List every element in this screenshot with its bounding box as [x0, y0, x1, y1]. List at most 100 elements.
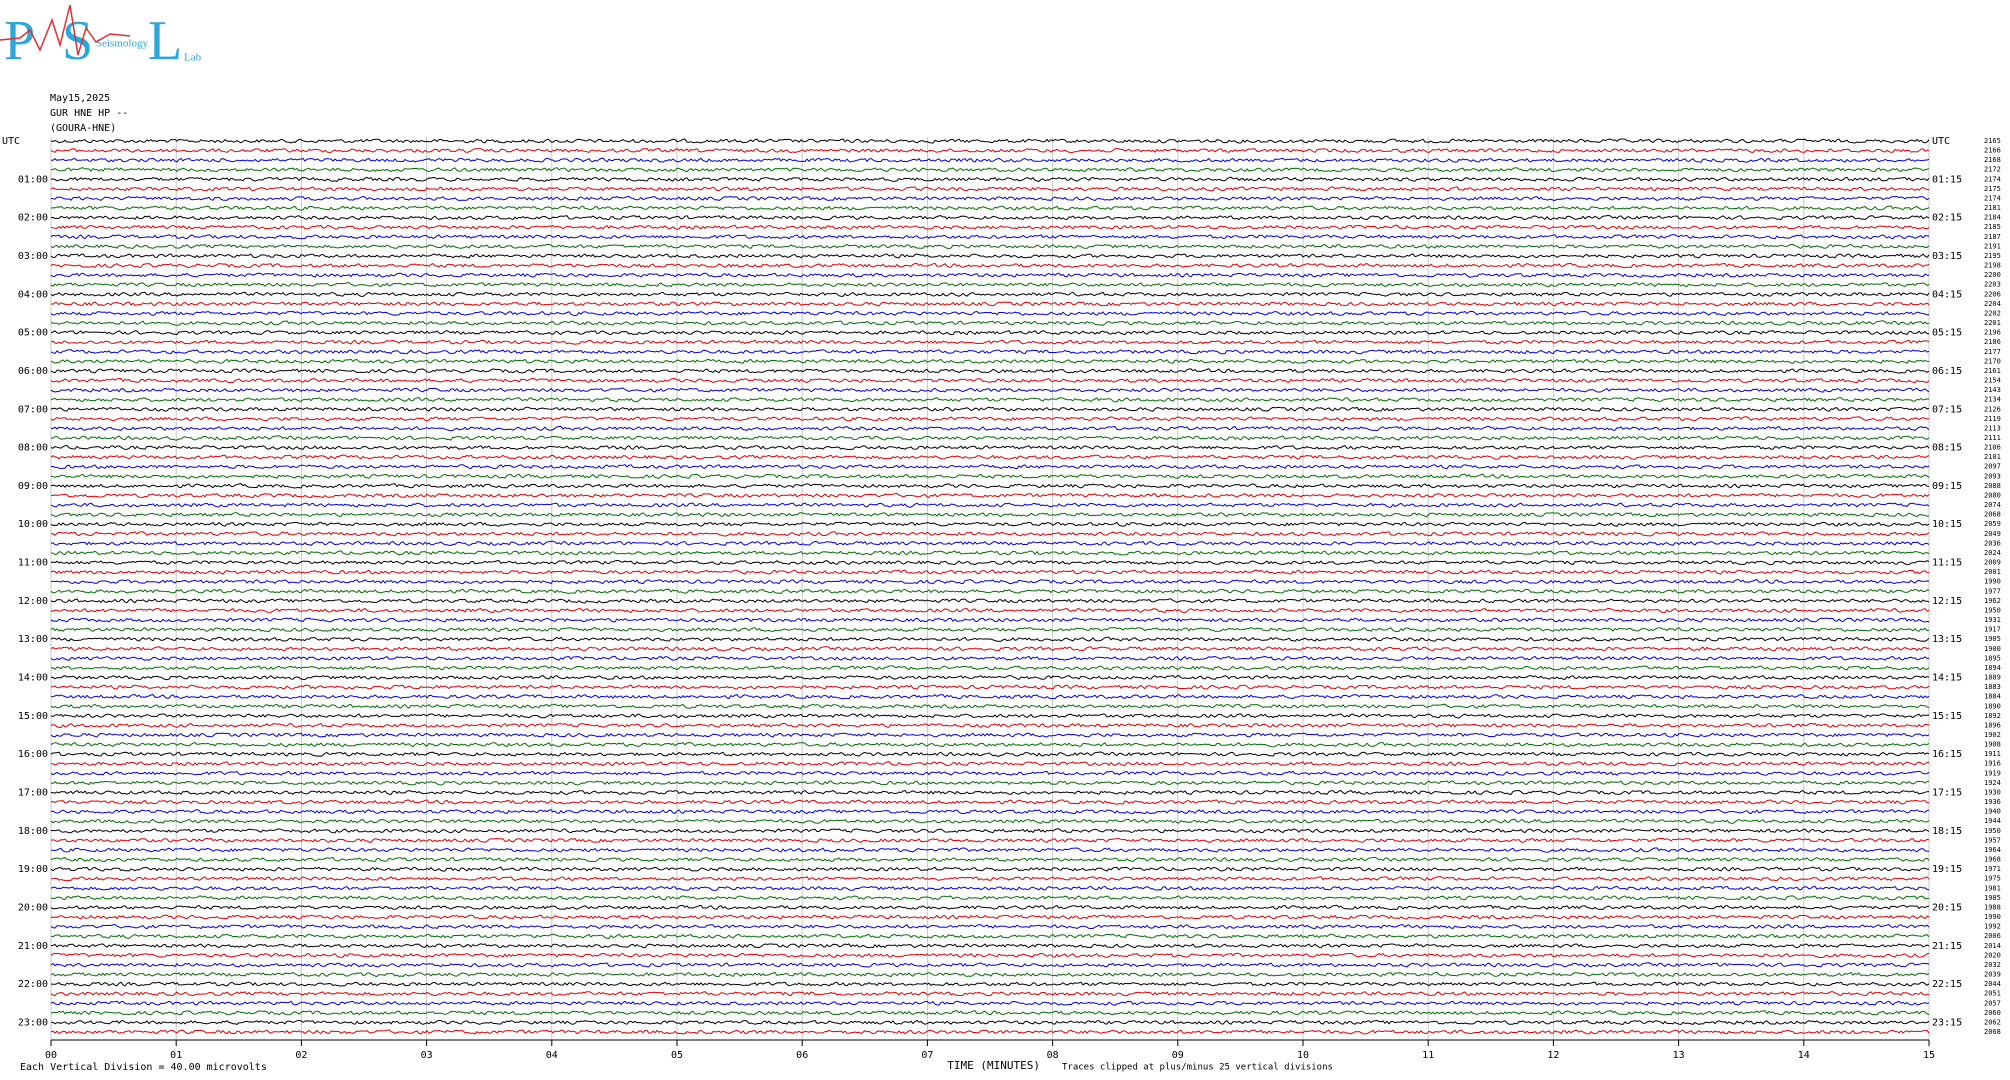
- trace: [50, 483, 1930, 489]
- trace-number: 1884: [1984, 693, 2001, 701]
- trace: [50, 138, 1930, 144]
- trace: [50, 157, 1930, 163]
- hour-label: 10:00: [18, 519, 48, 530]
- hour-label: 15:15: [1932, 711, 1962, 722]
- trace-number: 2101: [1984, 453, 2001, 461]
- trace-number: 2097: [1984, 463, 2001, 471]
- trace-number: 2174: [1984, 175, 2001, 183]
- trace-number: 2039: [1984, 971, 2001, 979]
- trace: [50, 885, 1930, 891]
- trace: [50, 502, 1930, 508]
- hour-label: 06:15: [1932, 366, 1962, 377]
- trace-number: 2185: [1984, 223, 2001, 231]
- header-line: May15,2025: [50, 93, 110, 104]
- trace: [50, 329, 1929, 336]
- clip-note: Traces clipped at plus/minus 25 vertical…: [1062, 1063, 1333, 1073]
- hour-label: 05:15: [1932, 328, 1962, 339]
- x-tick-label: 15: [1923, 1050, 1935, 1061]
- trace-number: 2001: [1984, 568, 2001, 576]
- trace: [50, 828, 1930, 834]
- trace-number: 2181: [1984, 204, 2001, 212]
- trace: [50, 569, 1930, 575]
- hour-label: 22:15: [1932, 979, 1962, 990]
- hour-label: 07:15: [1932, 404, 1962, 415]
- trace: [50, 732, 1930, 738]
- logo-text: Lab: [184, 52, 202, 64]
- x-tick-label: 07: [921, 1050, 933, 1061]
- hour-label: 09:15: [1932, 481, 1962, 492]
- hour-label: 02:15: [1932, 213, 1962, 224]
- x-tick-label: 04: [546, 1050, 558, 1061]
- trace: [50, 991, 1930, 997]
- trace: [50, 291, 1930, 298]
- trace-number: 1892: [1984, 712, 2001, 720]
- trace-number: 2106: [1984, 444, 2001, 452]
- trace: [50, 588, 1930, 594]
- x-tick-label: 08: [1047, 1050, 1059, 1061]
- trace: [50, 627, 1930, 633]
- x-tick-label: 05: [671, 1050, 683, 1061]
- hour-label: 16:00: [18, 749, 48, 760]
- trace-number: 2198: [1984, 262, 2001, 270]
- trace-number: 2165: [1984, 137, 2001, 145]
- hour-label: 08:00: [18, 443, 48, 454]
- trace: [50, 176, 1930, 182]
- trace: [50, 876, 1930, 882]
- trace: [51, 981, 1930, 987]
- hour-label: 23:00: [18, 1017, 48, 1028]
- trace: [50, 205, 1930, 211]
- trace: [50, 368, 1930, 374]
- trace-number: 1940: [1984, 808, 2001, 816]
- trace-number: 1988: [1984, 903, 2001, 911]
- x-tick-label: 11: [1422, 1050, 1434, 1061]
- trace-number: 2020: [1984, 951, 2001, 959]
- hour-label: 11:00: [18, 558, 48, 569]
- trace-number: 1968: [1984, 856, 2001, 864]
- trace-number: 2032: [1984, 961, 2001, 969]
- trace: [50, 147, 1930, 154]
- trace-number: 1981: [1984, 884, 2001, 892]
- trace: [50, 722, 1930, 729]
- trace: [50, 579, 1930, 585]
- header-line: (GOURA-HNE): [50, 123, 116, 134]
- trace: [50, 301, 1930, 307]
- trace: [50, 167, 1930, 173]
- trace: [50, 914, 1930, 920]
- trace: [50, 253, 1930, 259]
- trace-number: 2074: [1984, 501, 2001, 509]
- hour-label: 21:15: [1932, 941, 1962, 952]
- trace: [50, 636, 1930, 642]
- trace-number: 2093: [1984, 472, 2001, 480]
- trace: [50, 617, 1930, 623]
- trace-number: 1971: [1984, 865, 2001, 873]
- hour-label: 06:00: [18, 366, 48, 377]
- hour-label: 19:00: [18, 864, 48, 875]
- hour-label: 17:15: [1932, 787, 1962, 798]
- x-axis-label: TIME (MINUTES): [947, 1059, 1040, 1072]
- trace: [50, 646, 1930, 652]
- hour-label: 08:15: [1932, 443, 1962, 454]
- trace-number: 2175: [1984, 185, 2001, 193]
- hour-label: 02:00: [18, 213, 48, 224]
- trace: [50, 397, 1930, 403]
- trace: [50, 713, 1930, 719]
- trace: [50, 655, 1930, 661]
- trace-number: 1990: [1984, 913, 2001, 921]
- hour-label: 17:00: [18, 787, 48, 798]
- hour-label: 19:15: [1932, 864, 1962, 875]
- trace-number: 2068: [1984, 1028, 2001, 1036]
- trace: [50, 904, 1929, 911]
- trace-number: 2024: [1984, 549, 2001, 557]
- trace: [50, 895, 1930, 901]
- trace-number: 2080: [1984, 491, 2001, 499]
- trace-number: 2051: [1984, 990, 2001, 998]
- trace-number: 2044: [1984, 980, 2001, 988]
- trace: [50, 521, 1930, 527]
- hour-label: 16:15: [1932, 749, 1962, 760]
- trace: [50, 540, 1930, 547]
- trace: [51, 1010, 1930, 1016]
- x-tick-label: 10: [1297, 1050, 1309, 1061]
- trace: [50, 512, 1930, 518]
- trace-number: 1916: [1984, 760, 2001, 768]
- trace-number: 2184: [1984, 214, 2001, 222]
